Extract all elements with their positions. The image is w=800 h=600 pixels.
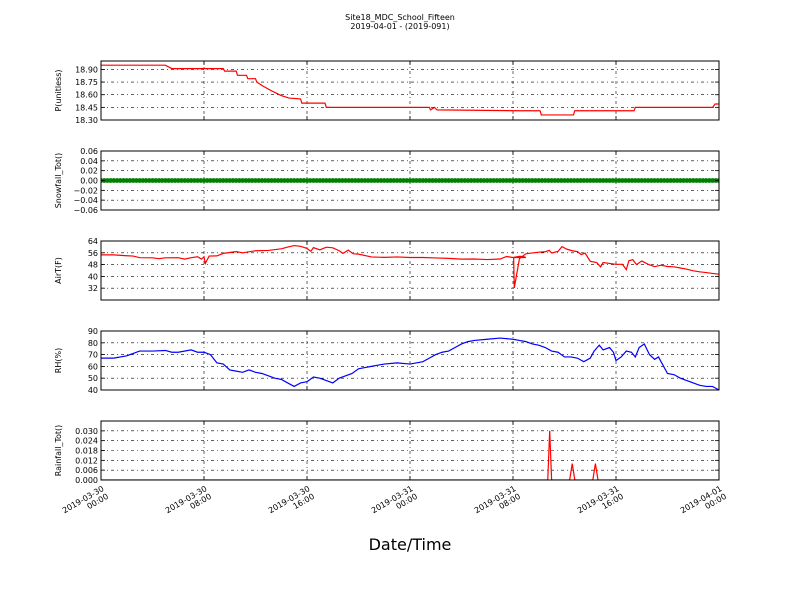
y-axis-label: P(unitless) — [54, 69, 63, 111]
y-tick-label: 0.04 — [80, 157, 98, 166]
y-tick-label: 64 — [88, 237, 98, 246]
y-tick-label: 60 — [88, 362, 98, 371]
x-tick-label: 2019-03-3100:00 — [370, 484, 419, 523]
series-markers — [101, 178, 719, 183]
x-tick-labels: 2019-03-3000:00 2019-03-3008:00 2019-03-30… — [61, 484, 728, 523]
panel-2: 32 40 48 56 64 AirT(F) — [54, 237, 720, 301]
y-tick-label: 0.024 — [75, 437, 98, 446]
series-line — [101, 64, 719, 116]
y-tick-label: 32 — [88, 284, 98, 293]
y-tick-label: 18.90 — [75, 65, 98, 74]
y-tick-label: 0.012 — [75, 456, 98, 465]
y-tick-label: 18.30 — [75, 116, 98, 125]
y-tick-label: 18.75 — [75, 78, 98, 87]
y-tick-label: 48 — [88, 261, 98, 270]
y-tick-label: 0.030 — [75, 427, 98, 436]
y-tick-label: 0.000 — [75, 476, 98, 485]
panel-0: 18.30 18.45 18.60 18.75 18.90 P(unitless) — [54, 60, 720, 125]
panels-group: 18.30 18.45 18.60 18.75 18.90 P(unitless) −0.0… — [54, 60, 720, 485]
y-tick-label: −0.06 — [73, 206, 98, 215]
y-axis-label: AirT(F) — [54, 257, 63, 284]
y-tick-label: 0.02 — [80, 167, 98, 176]
x-tick-label: 2019-03-3008:00 — [164, 484, 213, 523]
y-tick-label: −0.04 — [73, 196, 98, 205]
y-tick-label: 0.06 — [80, 147, 98, 156]
y-tick-label: 90 — [88, 327, 98, 336]
y-tick-label: 70 — [88, 351, 98, 360]
x-tick-label: 2019-03-3016:00 — [267, 484, 316, 523]
y-axis-label: Rainfall_Tot() — [54, 425, 63, 477]
y-axis-label: RH(%) — [54, 348, 63, 373]
x-tick-label: 2019-03-3108:00 — [473, 484, 522, 523]
y-tick-label: 50 — [88, 374, 98, 383]
y-tick-label: 18.45 — [75, 103, 98, 112]
x-tick-label: 2019-03-3000:00 — [61, 484, 110, 523]
y-tick-label: 40 — [88, 272, 98, 281]
panel-1: −0.06−0.04−0.020.000.020.040.06 Snowfall_… — [54, 147, 720, 215]
x-tick-label: 2019-04-0100:00 — [679, 484, 728, 523]
series-line — [101, 337, 719, 390]
y-tick-label: 0.018 — [75, 447, 98, 456]
x-axis-label: Date/Time — [369, 535, 452, 554]
y-tick-label: 0.00 — [80, 177, 98, 186]
y-tick-label: 56 — [88, 249, 98, 258]
chart-subtitle: 2019-04-01 - (2019-091) — [350, 22, 449, 31]
series-line — [101, 244, 719, 289]
chart-title: Site18_MDC_School_Fifteen — [345, 13, 455, 22]
x-tick-label: 2019-03-3116:00 — [576, 484, 625, 523]
y-tick-label: 80 — [88, 339, 98, 348]
y-tick-label: 0.006 — [75, 466, 98, 475]
y-tick-label: 18.60 — [75, 91, 98, 100]
series-line — [101, 430, 719, 480]
panel-3: 40 50 60 70 80 90 RH(%) — [54, 327, 720, 395]
y-axis-label: Snowfall_Tot() — [54, 153, 63, 209]
y-tick-label: 40 — [88, 386, 98, 395]
y-tick-label: −0.02 — [73, 186, 98, 195]
